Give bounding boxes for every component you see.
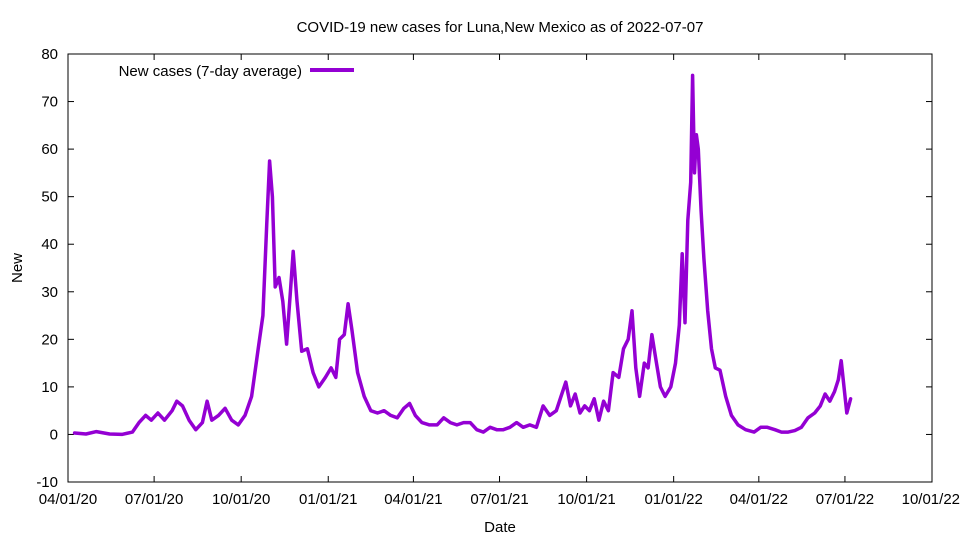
x-tick-label: 04/01/22 <box>730 491 788 508</box>
x-tick-label: 07/01/21 <box>470 491 528 508</box>
plot-frame <box>67 53 933 483</box>
x-tick-label: 01/01/21 <box>299 491 357 508</box>
y-tick-label: 10 <box>41 379 58 396</box>
x-axis-label: Date <box>484 519 516 536</box>
y-tick-label: 60 <box>41 141 58 158</box>
legend-label: New cases (7-day average) <box>119 63 302 80</box>
legend: New cases (7-day average) <box>119 63 354 80</box>
y-tick-label: -10 <box>36 474 58 491</box>
y-tick-label: 40 <box>41 236 58 253</box>
x-tick-label: 04/01/21 <box>384 491 442 508</box>
chart-title: COVID-19 new cases for Luna,New Mexico a… <box>297 19 704 36</box>
x-tick-label: 01/01/22 <box>644 491 702 508</box>
y-tick-label: 50 <box>41 189 58 206</box>
x-tick-label: 10/01/21 <box>557 491 615 508</box>
y-tick-label: 0 <box>50 426 58 443</box>
y-ticks: -10 0 10 20 30 40 50 60 70 80 <box>36 46 932 491</box>
x-tick-label: 07/01/22 <box>816 491 874 508</box>
series-layer <box>72 73 853 437</box>
y-tick-label: 20 <box>41 331 58 348</box>
x-tick-label: 10/01/20 <box>212 491 270 508</box>
series-line <box>72 73 853 437</box>
y-axis-label: New <box>9 253 26 283</box>
x-tick-label: 07/01/20 <box>125 491 183 508</box>
x-tick-label: 04/01/20 <box>39 491 97 508</box>
y-tick-label: 30 <box>41 284 58 301</box>
x-ticks: 04/01/20 07/01/20 10/01/20 01/01/21 04/01/21… <box>39 54 960 508</box>
y-tick-label: 80 <box>41 46 58 63</box>
x-tick-label: 10/01/22 <box>902 491 960 508</box>
y-tick-label: 70 <box>41 94 58 111</box>
